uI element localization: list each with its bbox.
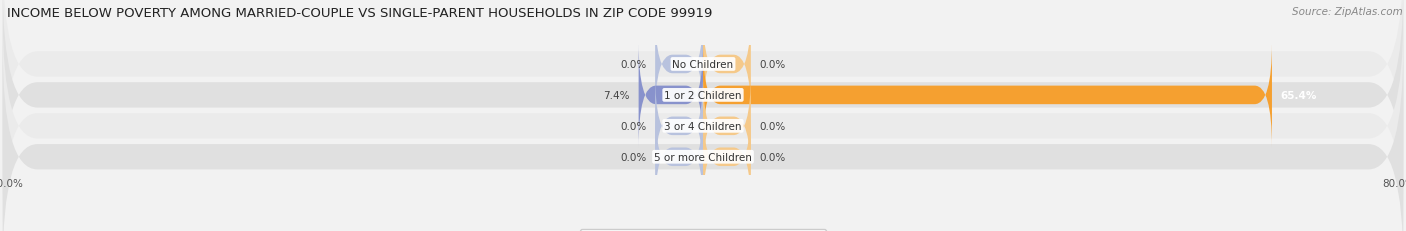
Text: 5 or more Children: 5 or more Children — [654, 152, 752, 162]
FancyBboxPatch shape — [703, 43, 1272, 148]
Text: 0.0%: 0.0% — [620, 60, 647, 70]
Text: 0.0%: 0.0% — [759, 152, 786, 162]
FancyBboxPatch shape — [655, 105, 703, 210]
FancyBboxPatch shape — [3, 46, 1403, 231]
Text: No Children: No Children — [672, 60, 734, 70]
Text: 0.0%: 0.0% — [620, 121, 647, 131]
FancyBboxPatch shape — [3, 16, 1403, 231]
Text: 1 or 2 Children: 1 or 2 Children — [664, 91, 742, 100]
Text: 7.4%: 7.4% — [603, 91, 630, 100]
FancyBboxPatch shape — [703, 12, 751, 117]
Text: INCOME BELOW POVERTY AMONG MARRIED-COUPLE VS SINGLE-PARENT HOUSEHOLDS IN ZIP COD: INCOME BELOW POVERTY AMONG MARRIED-COUPL… — [7, 7, 713, 20]
Text: 0.0%: 0.0% — [620, 152, 647, 162]
FancyBboxPatch shape — [655, 12, 703, 117]
Text: 3 or 4 Children: 3 or 4 Children — [664, 121, 742, 131]
FancyBboxPatch shape — [655, 74, 703, 179]
FancyBboxPatch shape — [3, 0, 1403, 175]
FancyBboxPatch shape — [3, 0, 1403, 206]
FancyBboxPatch shape — [703, 74, 751, 179]
FancyBboxPatch shape — [703, 105, 751, 210]
FancyBboxPatch shape — [638, 43, 703, 148]
Text: 65.4%: 65.4% — [1281, 91, 1317, 100]
Legend: Married Couples, Single Parents: Married Couples, Single Parents — [581, 229, 825, 231]
Text: 0.0%: 0.0% — [759, 60, 786, 70]
Text: 0.0%: 0.0% — [759, 121, 786, 131]
Text: Source: ZipAtlas.com: Source: ZipAtlas.com — [1292, 7, 1403, 17]
